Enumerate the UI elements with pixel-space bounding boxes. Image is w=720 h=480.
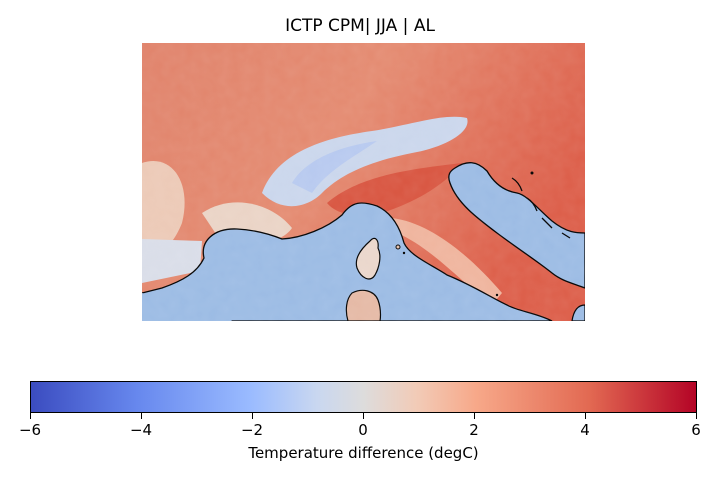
colorbar-tick-label: −2 xyxy=(240,421,264,439)
colorbar-tick-label: 0 xyxy=(358,421,368,439)
colorbar xyxy=(30,381,697,413)
colorbar-tick-label: 4 xyxy=(580,421,590,439)
colorbar-tick-label: −6 xyxy=(18,421,42,439)
temperature-difference-map xyxy=(142,43,585,321)
colorbar-tick xyxy=(141,413,142,419)
colorbar-tick xyxy=(363,413,364,419)
colorbar-tick xyxy=(585,413,586,419)
colorbar-tick-label: 2 xyxy=(469,421,479,439)
colorbar-tick-label: 6 xyxy=(691,421,701,439)
colorbar-tick xyxy=(252,413,253,419)
colorbar-tick xyxy=(696,413,697,419)
colorbar-label: Temperature difference (degC) xyxy=(248,444,479,462)
texture-overlay xyxy=(142,43,585,321)
map-title: ICTP CPM| JJA | AL xyxy=(285,16,435,36)
colorbar-tick xyxy=(474,413,475,419)
colorbar-tick xyxy=(30,413,31,419)
colorbar-tick-label: −4 xyxy=(129,421,153,439)
